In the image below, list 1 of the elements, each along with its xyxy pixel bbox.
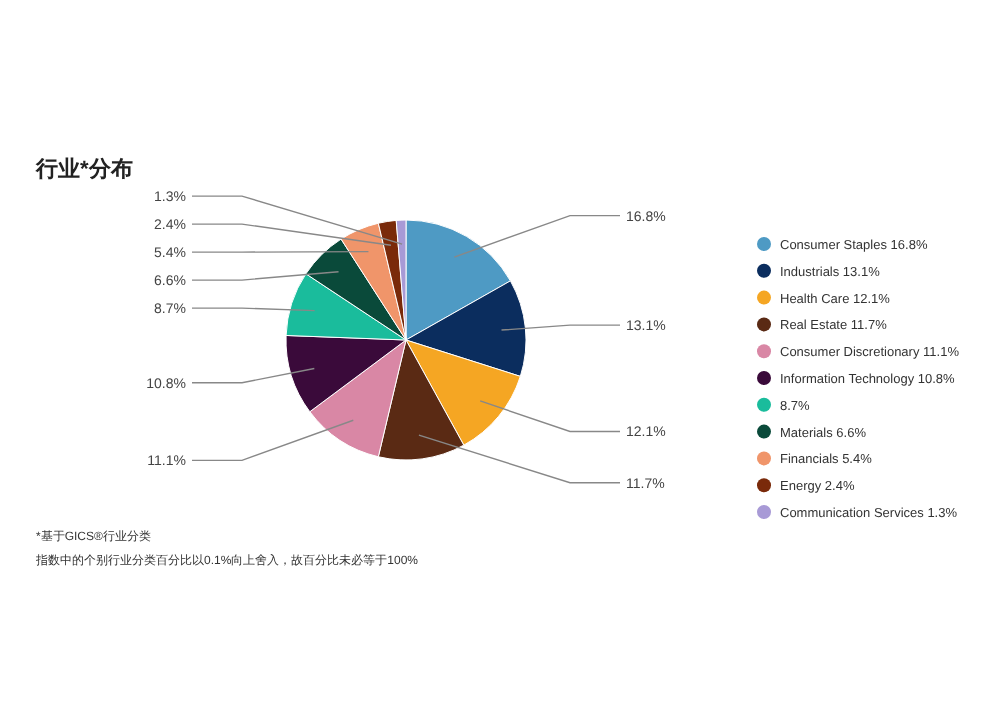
chart-title: 行业*分布 [34,156,133,182]
